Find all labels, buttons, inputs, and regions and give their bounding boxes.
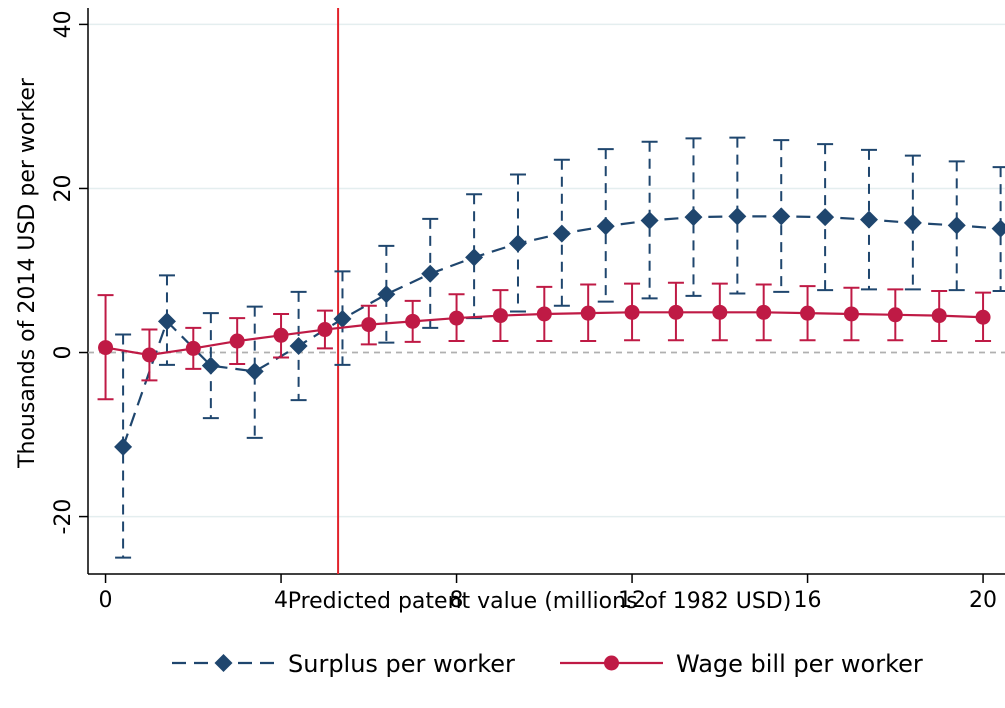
data-point (201, 356, 220, 375)
x-tick-label: 20 (969, 588, 997, 613)
data-point (141, 347, 157, 363)
data-point (536, 306, 552, 322)
data-point (991, 219, 1005, 238)
axes (79, 8, 1005, 583)
legend: Surplus per worker Wage bill per worker (172, 650, 923, 678)
data-point (756, 304, 772, 320)
y-tick-label: 40 (51, 10, 76, 38)
y-tick-label: 0 (51, 346, 76, 360)
data-point (185, 340, 201, 356)
grid-lines (88, 23, 1005, 518)
y-tick-label: -20 (51, 499, 76, 535)
data-point (361, 317, 377, 333)
data-point (492, 308, 508, 324)
data-point (317, 322, 333, 338)
x-tick-label: 0 (99, 588, 113, 613)
data-point (624, 304, 640, 320)
data-point (887, 307, 903, 323)
series-surplus (114, 136, 1005, 559)
data-point (843, 306, 859, 322)
data-point (772, 207, 791, 226)
data-point (975, 309, 991, 325)
data-point (903, 213, 922, 232)
data-point (229, 333, 245, 349)
data-point (800, 305, 816, 321)
x-tick-label: 12 (618, 588, 646, 613)
x-tick-label: 16 (794, 588, 822, 613)
data-point (668, 304, 684, 320)
data-point (465, 248, 484, 267)
data-point (552, 224, 571, 243)
series-wage-bill (97, 281, 992, 401)
reference-lines (88, 8, 1005, 574)
data-point (289, 336, 308, 355)
data-point (114, 437, 133, 456)
data-point (405, 313, 421, 329)
data-point (596, 217, 615, 236)
legend-swatch-marker (214, 654, 233, 672)
data-point (947, 216, 966, 235)
data-point (640, 211, 659, 230)
data-point (421, 264, 440, 283)
data-point (245, 362, 264, 381)
y-axis-title: Thousands of 2014 USD per worker (15, 77, 40, 469)
data-point (98, 340, 114, 356)
legend-item-surplus: Surplus per worker (172, 650, 515, 678)
data-point (580, 305, 596, 321)
data-point (157, 312, 176, 331)
legend-label: Surplus per worker (288, 650, 515, 678)
data-point (333, 309, 352, 328)
x-axis-title: Predicted patent value (millions of 1982… (288, 589, 792, 614)
x-tick-label: 4 (274, 588, 288, 613)
data-point (859, 210, 878, 229)
legend-swatch-marker (604, 655, 619, 671)
data-point (816, 208, 835, 227)
data-point (712, 304, 728, 320)
data-point (273, 327, 289, 343)
data-point (684, 208, 703, 227)
data-point (449, 310, 465, 326)
legend-item-wage-bill: Wage bill per worker (560, 650, 923, 678)
data-point (728, 207, 747, 226)
tick-labels: -20 0 20 40 0 4 8 12 16 20 (51, 10, 997, 613)
y-tick-label: 20 (51, 174, 76, 202)
data-point (931, 308, 947, 324)
series (97, 136, 1005, 559)
x-tick-label: 8 (450, 588, 464, 613)
data-point (508, 234, 527, 253)
legend-label: Wage bill per worker (676, 650, 923, 678)
data-point (377, 285, 396, 304)
